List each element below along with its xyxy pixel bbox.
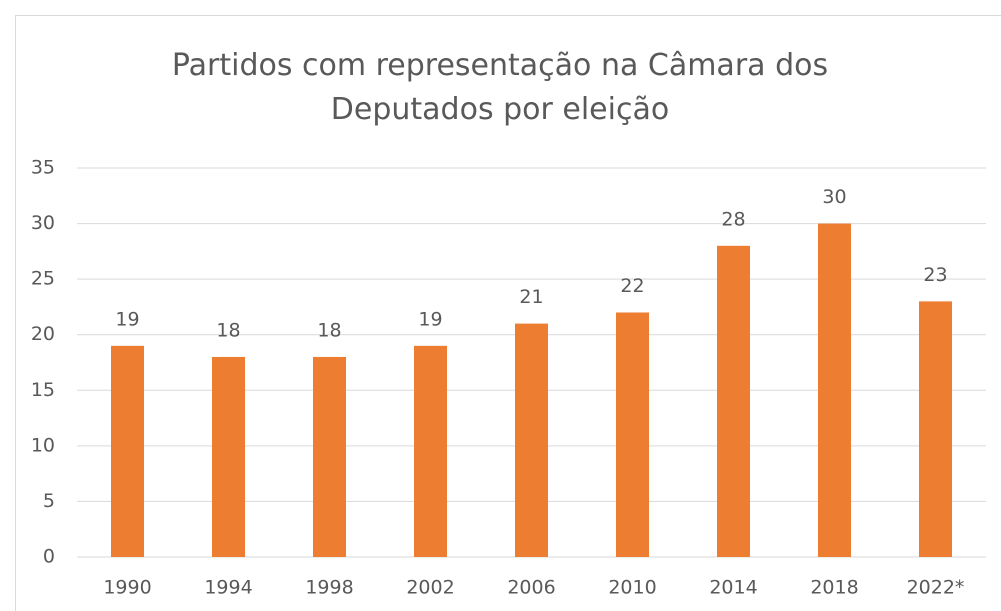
bar bbox=[313, 356, 346, 557]
data-label: 18 bbox=[317, 319, 341, 341]
bar bbox=[616, 312, 649, 557]
x-tick-label: 1994 bbox=[204, 577, 252, 599]
bar bbox=[717, 245, 750, 558]
data-label: 28 bbox=[721, 208, 745, 230]
data-label: 19 bbox=[115, 308, 139, 330]
bar bbox=[414, 345, 447, 557]
data-label: 22 bbox=[620, 275, 644, 297]
y-tick-label: 25 bbox=[31, 268, 55, 290]
y-tick-label: 20 bbox=[31, 323, 55, 345]
bar bbox=[111, 345, 144, 557]
y-tick-label: 15 bbox=[31, 379, 55, 401]
x-tick-label: 2002 bbox=[406, 577, 454, 599]
bar bbox=[515, 323, 548, 557]
data-label: 21 bbox=[519, 286, 543, 308]
x-tick-label: 2022* bbox=[907, 577, 965, 599]
data-label: 19 bbox=[418, 308, 442, 330]
y-tick-label: 35 bbox=[31, 157, 55, 179]
data-label: 18 bbox=[216, 319, 240, 341]
x-tick-label: 2014 bbox=[709, 577, 757, 599]
y-tick-label: 5 bbox=[43, 490, 55, 512]
x-tick-label: 2010 bbox=[608, 577, 656, 599]
y-tick-label: 30 bbox=[31, 212, 55, 234]
bar bbox=[818, 223, 851, 558]
bar bbox=[919, 301, 952, 557]
bar bbox=[212, 356, 245, 557]
x-tick-label: 2018 bbox=[810, 577, 858, 599]
y-tick-label: 10 bbox=[31, 434, 55, 456]
x-tick-label: 1990 bbox=[103, 577, 151, 599]
x-tick-label: 2006 bbox=[507, 577, 555, 599]
chart-frame bbox=[15, 15, 1001, 611]
data-label: 23 bbox=[923, 264, 947, 286]
x-tick-label: 1998 bbox=[305, 577, 353, 599]
y-tick-label: 0 bbox=[43, 546, 55, 568]
chart-title: Partidos com representação na Câmara dos… bbox=[171, 48, 829, 127]
data-label: 30 bbox=[822, 186, 846, 208]
